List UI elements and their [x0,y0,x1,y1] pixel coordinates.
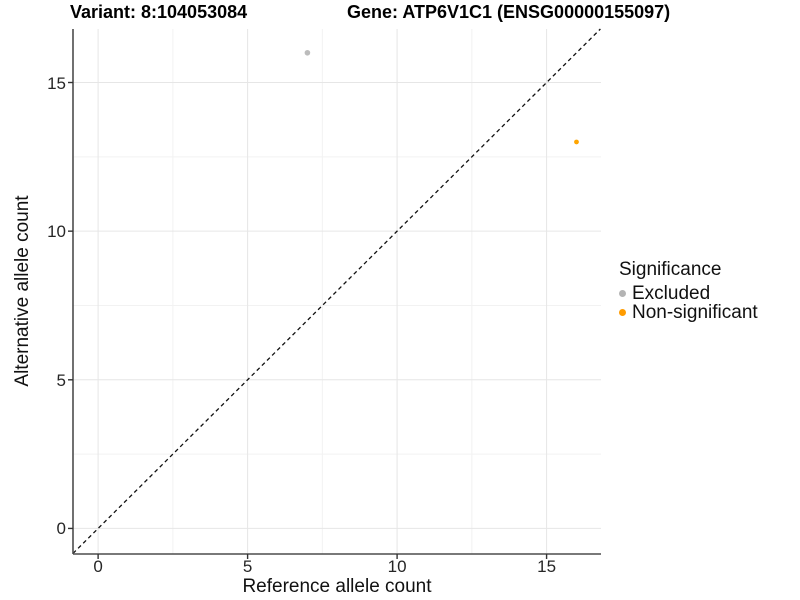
x-tick-label: 15 [537,557,557,576]
x-tick-label: 5 [242,557,253,576]
data-point-non-significant [574,139,579,145]
legend-item-excluded: Excluded [619,282,758,304]
non-significant-dot-icon [619,308,626,316]
variant-title: Variant: 8:104053084 [70,2,248,22]
legend-label-non-significant: Non-significant [632,301,758,323]
legend-label-excluded: Excluded [632,282,711,304]
y-axis-title: Alternative allele count [12,195,33,387]
x-axis-title: Reference allele count [242,576,432,597]
legend: Significance Excluded Non-significant [619,259,758,322]
legend-item-non-significant: Non-significant [619,301,758,323]
x-tick-label: 0 [93,557,103,576]
y-tick-label: 0 [56,519,66,539]
y-tick-label: 10 [47,222,66,242]
excluded-dot-icon [619,289,626,297]
y-tick-label: 5 [56,370,66,390]
gene-title: Gene: ATP6V1C1 (ENSG00000155097) [347,2,671,22]
x-tick-label: 10 [387,557,407,576]
y-tick-label: 15 [47,73,66,93]
data-point-excluded [304,49,311,56]
identity-line [72,28,601,554]
legend-title: Significance [619,259,722,280]
